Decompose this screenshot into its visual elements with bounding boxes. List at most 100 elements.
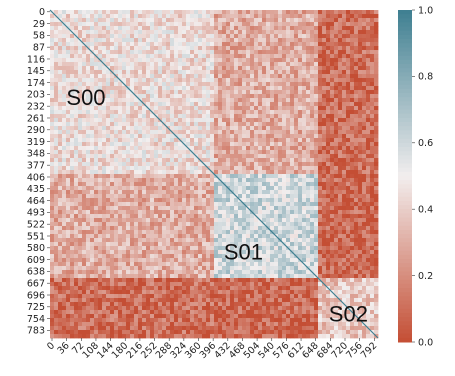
heatmap-cell — [202, 50, 207, 55]
heatmap-cell — [338, 134, 343, 139]
heatmap-cell — [198, 10, 203, 15]
heatmap-cell — [206, 246, 211, 251]
heatmap-cell — [294, 146, 299, 151]
heatmap-cell — [70, 158, 75, 163]
heatmap-cell — [234, 62, 239, 67]
heatmap-cell — [214, 106, 219, 111]
heatmap-cell — [362, 74, 367, 79]
heatmap-cell — [74, 170, 79, 175]
heatmap-cell — [198, 186, 203, 191]
heatmap-cell — [282, 78, 287, 83]
heatmap-cell — [186, 86, 191, 91]
heatmap-cell — [246, 174, 251, 179]
heatmap-cell — [154, 166, 159, 171]
heatmap-cell — [94, 74, 99, 79]
heatmap-cell — [114, 202, 119, 207]
heatmap-cell — [306, 62, 311, 67]
heatmap-cell — [194, 62, 199, 67]
heatmap-cell — [170, 126, 175, 131]
heatmap-cell — [58, 126, 63, 131]
heatmap-cell — [166, 238, 171, 243]
heatmap-cell — [270, 198, 275, 203]
heatmap-cell — [330, 50, 335, 55]
heatmap-cell — [94, 62, 99, 67]
heatmap-cell — [234, 166, 239, 171]
heatmap-cell — [322, 58, 327, 63]
heatmap-cell — [154, 62, 159, 67]
heatmap-cell — [218, 42, 223, 47]
heatmap-cell — [142, 194, 147, 199]
heatmap-cell — [230, 98, 235, 103]
heatmap-cell — [90, 90, 95, 95]
heatmap-cell — [154, 46, 159, 51]
heatmap-cell — [90, 86, 95, 91]
heatmap-cell — [198, 238, 203, 243]
heatmap-cell — [110, 134, 115, 139]
heatmap-cell — [338, 178, 343, 183]
heatmap-cell — [190, 22, 195, 27]
heatmap-cell — [374, 14, 379, 19]
heatmap-cell — [110, 38, 115, 43]
heatmap-cell — [234, 154, 239, 159]
heatmap-cell — [342, 90, 347, 95]
heatmap-cell — [282, 10, 287, 15]
heatmap-cell — [374, 242, 379, 247]
heatmap-cell — [54, 230, 59, 235]
heatmap-cell — [346, 170, 351, 175]
heatmap-cell — [190, 222, 195, 227]
heatmap-cell — [254, 206, 259, 211]
heatmap-cell — [146, 14, 151, 19]
heatmap-cell — [214, 134, 219, 139]
heatmap-cell — [70, 14, 75, 19]
heatmap-cell — [78, 214, 83, 219]
heatmap-cell — [234, 50, 239, 55]
heatmap-cell — [186, 186, 191, 191]
heatmap-cell — [370, 226, 375, 231]
heatmap-cell — [330, 86, 335, 91]
heatmap-cell — [310, 206, 315, 211]
heatmap-cell — [170, 218, 175, 223]
heatmap-cell — [82, 210, 87, 215]
heatmap-cell — [318, 98, 323, 103]
heatmap-cell — [226, 18, 231, 23]
heatmap-cell — [138, 130, 143, 135]
heatmap-cell — [190, 18, 195, 23]
heatmap-cell — [322, 242, 327, 247]
heatmap-cell — [98, 42, 103, 47]
heatmap-cell — [274, 246, 279, 251]
heatmap-cell — [110, 146, 115, 151]
heatmap-cell — [198, 222, 203, 227]
heatmap-cell — [258, 222, 263, 227]
heatmap-cell — [110, 30, 115, 35]
heatmap-cell — [118, 42, 123, 47]
heatmap-cell — [298, 62, 303, 67]
heatmap-cell — [138, 142, 143, 147]
heatmap-cell — [374, 26, 379, 31]
heatmap-cell — [82, 74, 87, 79]
heatmap-cell — [278, 118, 283, 123]
heatmap-cell — [142, 26, 147, 31]
heatmap-cell — [202, 242, 207, 247]
heatmap-cell — [318, 150, 323, 155]
heatmap-cell — [102, 18, 107, 23]
heatmap-cell — [358, 218, 363, 223]
heatmap-cell — [270, 166, 275, 171]
heatmap-cell — [114, 66, 119, 71]
heatmap-cell — [226, 146, 231, 151]
heatmap-cell — [210, 194, 215, 199]
heatmap-cell — [354, 10, 359, 15]
heatmap-cell — [286, 130, 291, 135]
heatmap-cell — [130, 234, 135, 239]
heatmap-cell — [302, 162, 307, 167]
heatmap-cell — [98, 218, 103, 223]
heatmap-cell — [246, 202, 251, 207]
heatmap-cell — [82, 246, 87, 251]
heatmap-cell — [338, 54, 343, 59]
heatmap-cell — [106, 98, 111, 103]
heatmap-cell — [322, 182, 327, 187]
heatmap-cell — [182, 58, 187, 63]
heatmap-cell — [138, 210, 143, 215]
heatmap-cell — [130, 142, 135, 147]
heatmap-cell — [282, 230, 287, 235]
heatmap-cell — [322, 50, 327, 55]
